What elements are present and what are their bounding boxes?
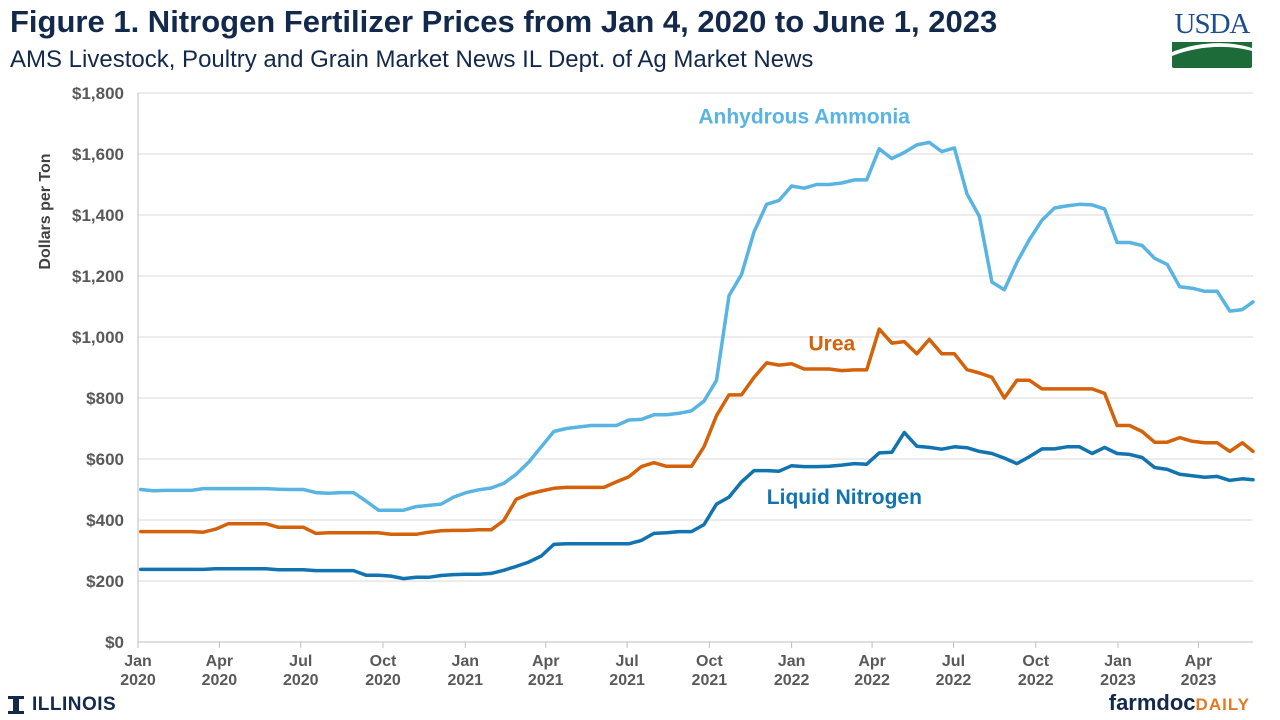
illinois-logo-text: ILLINOIS	[32, 694, 117, 715]
x-tick-label-month: Jan	[124, 653, 152, 670]
y-tick-label: $0	[105, 633, 124, 652]
x-tick-label-month: Jan	[451, 653, 479, 670]
x-tick-label-year: 2021	[692, 672, 728, 689]
series-label-anhydrous-ammonia: Anhydrous Ammonia	[698, 106, 910, 129]
x-tick-label-year: 2020	[365, 672, 401, 689]
y-tick-label: $400	[86, 511, 124, 530]
x-tick-label-month: Jul	[289, 653, 312, 670]
x-tick-label-year: 2020	[283, 672, 319, 689]
y-tick-label: $800	[86, 389, 124, 408]
y-tick-label: $1,200	[72, 267, 124, 286]
x-tick-label-month: Jan	[1104, 653, 1132, 670]
series-lines	[138, 140, 1255, 581]
series-label-liquid-nitrogen: Liquid Nitrogen	[767, 486, 922, 509]
x-tick-label-year: 2020	[120, 672, 156, 689]
y-tick-label: $1,800	[72, 84, 124, 103]
usda-logo-text: USDA	[1174, 8, 1251, 40]
x-tick-label-month: Oct	[1022, 653, 1049, 670]
y-axis-label: Dollars per Ton	[37, 153, 54, 269]
series-line-anhydrous-ammonia	[138, 140, 1255, 512]
x-tick-label-year: 2022	[1018, 672, 1054, 689]
y-tick-label: $1,400	[72, 206, 124, 225]
x-tick-label-year: 2023	[1181, 672, 1217, 689]
x-tick-label-year: 2020	[202, 672, 238, 689]
x-tick-label-month: Apr	[858, 653, 886, 670]
grid-lines	[138, 92, 1253, 582]
illinois-logo: ILLINOIS	[8, 694, 116, 716]
x-tick-label-year: 2022	[936, 672, 972, 689]
y-tick-label: $600	[86, 450, 124, 469]
x-tick-label-month: Jul	[616, 653, 639, 670]
series-labels: Anhydrous Ammonia Urea Liquid Nitrogen	[698, 106, 922, 509]
x-tick-label-year: 2021	[447, 672, 483, 689]
y-tick-label: $1,000	[72, 328, 124, 347]
y-tick-label: $1,600	[72, 145, 124, 164]
x-tick-label-year: 2021	[528, 672, 564, 689]
page-title: Figure 1. Nitrogen Fertilizer Prices fro…	[10, 4, 998, 39]
x-tick-label-month: Jul	[942, 653, 965, 670]
page-subtitle: AMS Livestock, Poultry and Grain Market …	[10, 46, 814, 73]
series-label-urea: Urea	[809, 333, 856, 356]
usda-logo: USDA	[1170, 8, 1254, 70]
series-line-liquid-nitrogen	[138, 430, 1255, 581]
usda-logo-band	[1172, 42, 1252, 68]
farmdoc-daily-text: DAILY	[1195, 695, 1250, 714]
x-tick-label-month: Apr	[206, 653, 234, 670]
x-tick-label-year: 2022	[854, 672, 890, 689]
x-tick-label-month: Oct	[696, 653, 723, 670]
line-chart: $0 $200 $400 $600 $800 $1,000 $1,200 $1,400 $1,6…	[37, 84, 1255, 689]
y-tick-label: $200	[86, 572, 124, 591]
x-tick-label-month: Apr	[1185, 653, 1213, 670]
farmdoc-daily-logo: farmdocDAILY	[1109, 690, 1250, 716]
x-tick-label-year: 2023	[1100, 672, 1136, 689]
x-tick-label-year: 2022	[774, 672, 810, 689]
illinois-block-i-icon	[8, 696, 24, 714]
x-tick-label-year: 2021	[609, 672, 645, 689]
series-line-urea	[138, 327, 1255, 537]
farmdoc-logo-text: farmdoc	[1108, 690, 1196, 715]
x-tick-label-month: Jan	[778, 653, 806, 670]
axes: $0 $200 $400 $600 $800 $1,000 $1,200 $1,400 $1,6…	[37, 84, 1253, 689]
x-tick-label-month: Oct	[370, 653, 397, 670]
x-tick-label-month: Apr	[532, 653, 560, 670]
